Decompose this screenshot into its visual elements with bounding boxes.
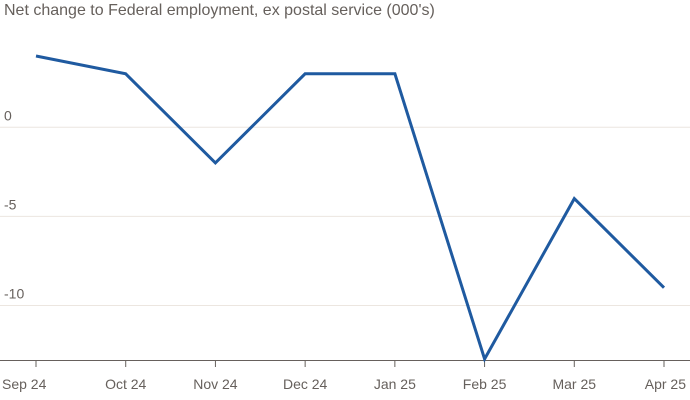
series	[35, 54, 666, 363]
x-tick-label: Apr 25	[645, 376, 686, 392]
x-axis: Sep 24 Oct 24 Nov 24 Dec 24 Jan 25 Feb 25 Mar …	[0, 360, 690, 392]
data-point	[214, 161, 217, 164]
data-point	[663, 286, 666, 289]
data-point	[124, 72, 127, 75]
y-tick-label: 0	[4, 107, 12, 123]
data-point	[35, 55, 38, 58]
x-tick-label: Mar 25	[552, 376, 596, 392]
x-tick-label: Oct 24	[105, 376, 146, 392]
data-point	[304, 72, 307, 75]
data-point	[483, 358, 486, 361]
data-point	[393, 72, 396, 75]
chart-title: Net change to Federal employment, ex pos…	[4, 2, 435, 19]
x-tick-label: Sep 24	[2, 376, 47, 392]
x-tick-label: Dec 24	[283, 376, 328, 392]
series-line	[35, 54, 666, 363]
gridlines	[0, 126, 690, 307]
y-tick-label: -5	[4, 196, 17, 212]
x-tick-label: Jan 25	[374, 376, 416, 392]
y-tick-label: -10	[4, 286, 24, 302]
x-tick-label: Nov 24	[193, 376, 238, 392]
y-axis: 0 -5 -10	[4, 107, 24, 301]
data-point	[573, 197, 576, 200]
x-tick-label: Feb 25	[463, 376, 507, 392]
